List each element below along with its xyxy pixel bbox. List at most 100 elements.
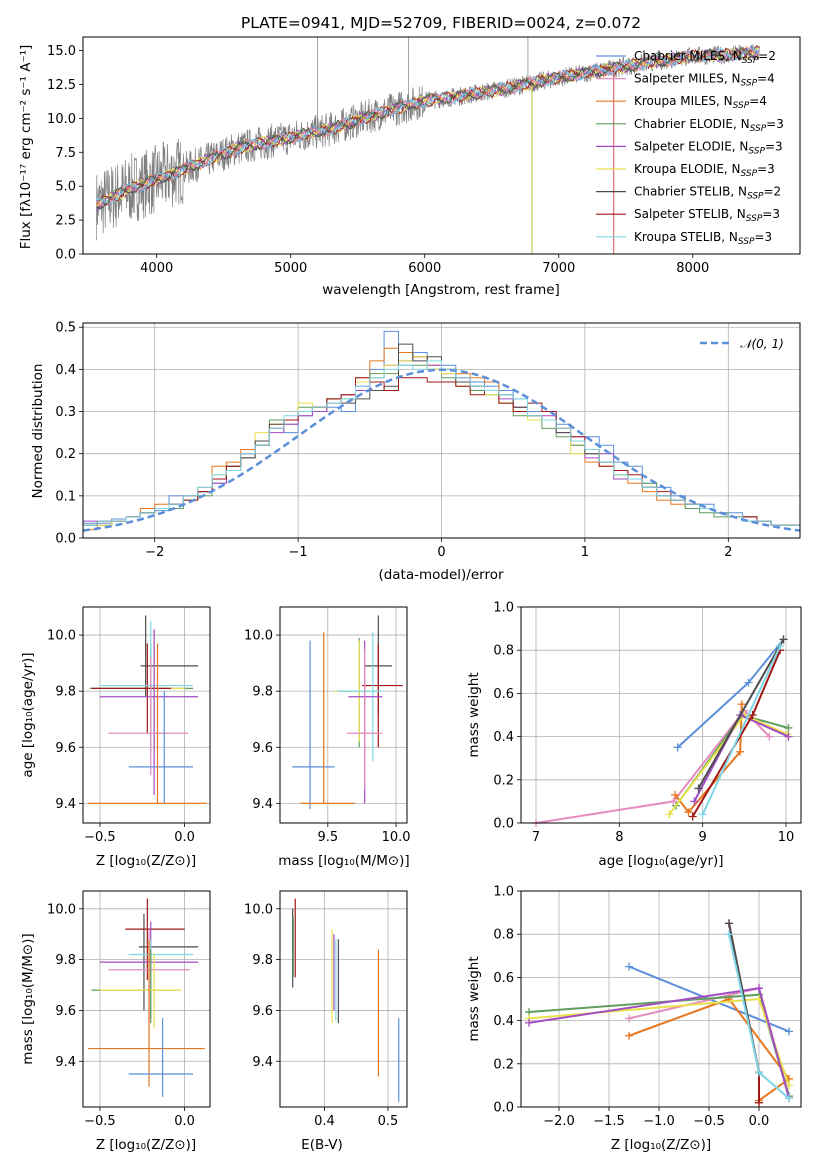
z-age-ytick-label: 9.8 <box>55 685 76 700</box>
z-weight-marker-blue <box>625 962 633 971</box>
z-weight-line-orange <box>628 997 791 1102</box>
spectrum-ytick-label: 7.5 <box>55 146 76 161</box>
legend-entry-label: Chabrier ELODIE, NSSP=3 <box>634 117 784 134</box>
residual-ytick-label: 0.3 <box>55 405 76 420</box>
age-weight-xtick-label: 8 <box>615 830 623 845</box>
gaussian-legend-label: 𝒩(0, 1) <box>740 337 784 351</box>
spectrum-panel: PLATE=0941, MJD=52709, FIBERID=0024, z=0… <box>18 14 801 298</box>
age-weight-ytick-label: 0.0 <box>493 817 514 832</box>
residual-xtick-label: −1 <box>289 545 308 560</box>
spectrum-ytick-label: 5.0 <box>55 180 76 195</box>
age-weight-line-orange <box>674 704 743 814</box>
z-weight-ytick-label: 0.2 <box>493 1057 514 1072</box>
residual-xtick-label: 0 <box>437 545 445 560</box>
mass-age-axes-frame <box>279 606 408 824</box>
mass-age-xtick-label: 10.0 <box>382 830 411 845</box>
age-weight-marker-blue <box>673 743 682 752</box>
z-weight-marker-pink <box>625 1014 633 1023</box>
z-mass-ytick-label: 9.4 <box>55 1055 76 1070</box>
ebv-mass-xlabel: E(B-V) <box>301 1137 343 1153</box>
z-mass-ytick-label: 10.0 <box>47 902 76 917</box>
age-weight-marker-purple <box>690 797 699 806</box>
z-age-xlabel: Z [log₁₀(Z/Z⊙)] <box>96 853 196 869</box>
spectrum-xtick-label: 7000 <box>542 261 575 276</box>
z-weight-marker-cyan <box>725 930 733 939</box>
mass-age-panel: 9.5 10.0 9.4 9.6 9.8 10.0 <box>244 606 411 845</box>
age-weight-marker-orange <box>684 808 693 817</box>
z-mass-xlabel: Z [log₁₀(Z/Z⊙)] <box>96 1137 196 1153</box>
residual-axes-frame <box>82 322 801 539</box>
z-weight-marker-purple <box>755 984 763 993</box>
z-weight-ytick-label: 0.8 <box>493 928 514 943</box>
z-age-panel: −0.5 0.0 9.4 9.6 9.8 10.0 <box>47 606 211 845</box>
z-weight-ytick-label: 0.6 <box>493 971 514 986</box>
spectrum-ytick-label: 0.0 <box>55 248 76 263</box>
model-fit-red <box>96 45 760 204</box>
model-fit-pink <box>96 46 760 207</box>
legend-entry-label: Chabrier STELIB, NSSP=2 <box>634 185 781 202</box>
age-weight-line-pink <box>535 709 771 824</box>
z-mass-axes-frame <box>82 890 211 1108</box>
spectrum-ylabel: Flux [fλ10⁻¹⁷ erg cm⁻² s⁻¹ A⁻¹] <box>18 45 34 250</box>
residual-ytick-label: 0.2 <box>55 447 76 462</box>
histogram-cyan <box>82 360 800 538</box>
age-weight-marker-pink <box>669 797 678 806</box>
model-fit-dark <box>96 48 760 210</box>
age-weight-marker-cyan <box>698 810 707 819</box>
age-weight-marker-orange <box>737 700 746 709</box>
spectrum-xtick-label: 8000 <box>676 261 709 276</box>
age-weight-marker-blue <box>744 678 753 687</box>
legend-entry-label: Chabrier MILES, NSSP=2 <box>634 49 776 66</box>
age-weight-marker-yellow <box>665 810 674 819</box>
gaussian-curve <box>82 368 801 532</box>
z-weight-ylabel: mass weight <box>466 956 482 1041</box>
residual-ytick-label: 0.5 <box>55 321 76 336</box>
spectrum-ytick-label: 15.0 <box>47 44 76 59</box>
model-fit-purple <box>96 47 760 211</box>
age-weight-marker-pink <box>765 732 774 741</box>
age-weight-xtick-label: 9 <box>699 830 707 845</box>
age-weight-ylabel: mass weight <box>466 672 482 757</box>
spectrum-xtick-label: 6000 <box>408 261 441 276</box>
age-weight-ytick-label: 0.4 <box>493 730 514 745</box>
spectrum-ytick-label: 2.5 <box>55 214 76 229</box>
legend-entry-label: Salpeter MILES, NSSP=4 <box>634 72 775 89</box>
spectrum-plot-area: 4000 5000 6000 7000 8000 0.0 2.5 5.0 7.5 10.0 12.5… <box>47 36 801 276</box>
z-age-ytick-label: 10.0 <box>47 629 76 644</box>
z-weight-marker-orange <box>625 1031 633 1040</box>
ebv-mass-ytick-label: 9.8 <box>252 953 273 968</box>
age-weight-xlabel: age [log₁₀(age/yr)] <box>598 853 723 869</box>
ebv-mass-xtick-label: 0.5 <box>378 1114 399 1129</box>
residual-legend: 𝒩(0, 1) <box>700 337 784 351</box>
residual-ylabel: Normed distribution <box>30 364 46 499</box>
legend-entry-label: Salpeter ELODIE, NSSP=3 <box>634 139 783 156</box>
residual-ytick-label: 0.0 <box>55 532 76 547</box>
ebv-mass-ytick-label: 9.6 <box>252 1004 273 1019</box>
age-weight-axes-frame <box>520 606 802 824</box>
z-weight-xtick-label: −1.0 <box>643 1114 675 1129</box>
mass-age-ytick-label: 9.8 <box>252 685 273 700</box>
ebv-mass-xtick-label: 0.4 <box>314 1114 335 1129</box>
age-weight-ytick-label: 0.8 <box>493 644 514 659</box>
mass-age-ytick-label: 10.0 <box>244 629 273 644</box>
legend-entry-label: Kroupa MILES, NSSP=4 <box>634 94 767 111</box>
age-weight-marker-orange <box>736 747 745 756</box>
age-weight-xtick-label: 7 <box>532 830 540 845</box>
residual-xlabel: (data-model)/error <box>378 567 504 583</box>
age-weight-marker-green <box>784 723 793 732</box>
z-mass-panel: −0.5 0.0 9.4 9.6 9.8 10.0 <box>47 890 211 1129</box>
z-weight-marker-cyan <box>785 1094 793 1103</box>
age-weight-ytick-label: 1.0 <box>493 601 514 616</box>
residual-ytick-label: 0.4 <box>55 363 76 378</box>
z-weight-xlabel: Z [log₁₀(Z/Z⊙)] <box>611 1137 711 1153</box>
z-mass-xtick-label: 0.0 <box>174 1114 195 1129</box>
z-mass-xtick-label: −0.5 <box>84 1114 116 1129</box>
spectrum-xtick-label: 4000 <box>140 261 173 276</box>
z-age-ytick-label: 9.6 <box>55 741 76 756</box>
z-weight-xtick-label: 0.0 <box>749 1114 770 1129</box>
age-weight-xtick-label: 10 <box>778 830 795 845</box>
mass-age-xtick-label: 9.5 <box>317 830 338 845</box>
z-mass-ytick-label: 9.8 <box>55 953 76 968</box>
z-weight-xtick-label: −0.5 <box>693 1114 725 1129</box>
